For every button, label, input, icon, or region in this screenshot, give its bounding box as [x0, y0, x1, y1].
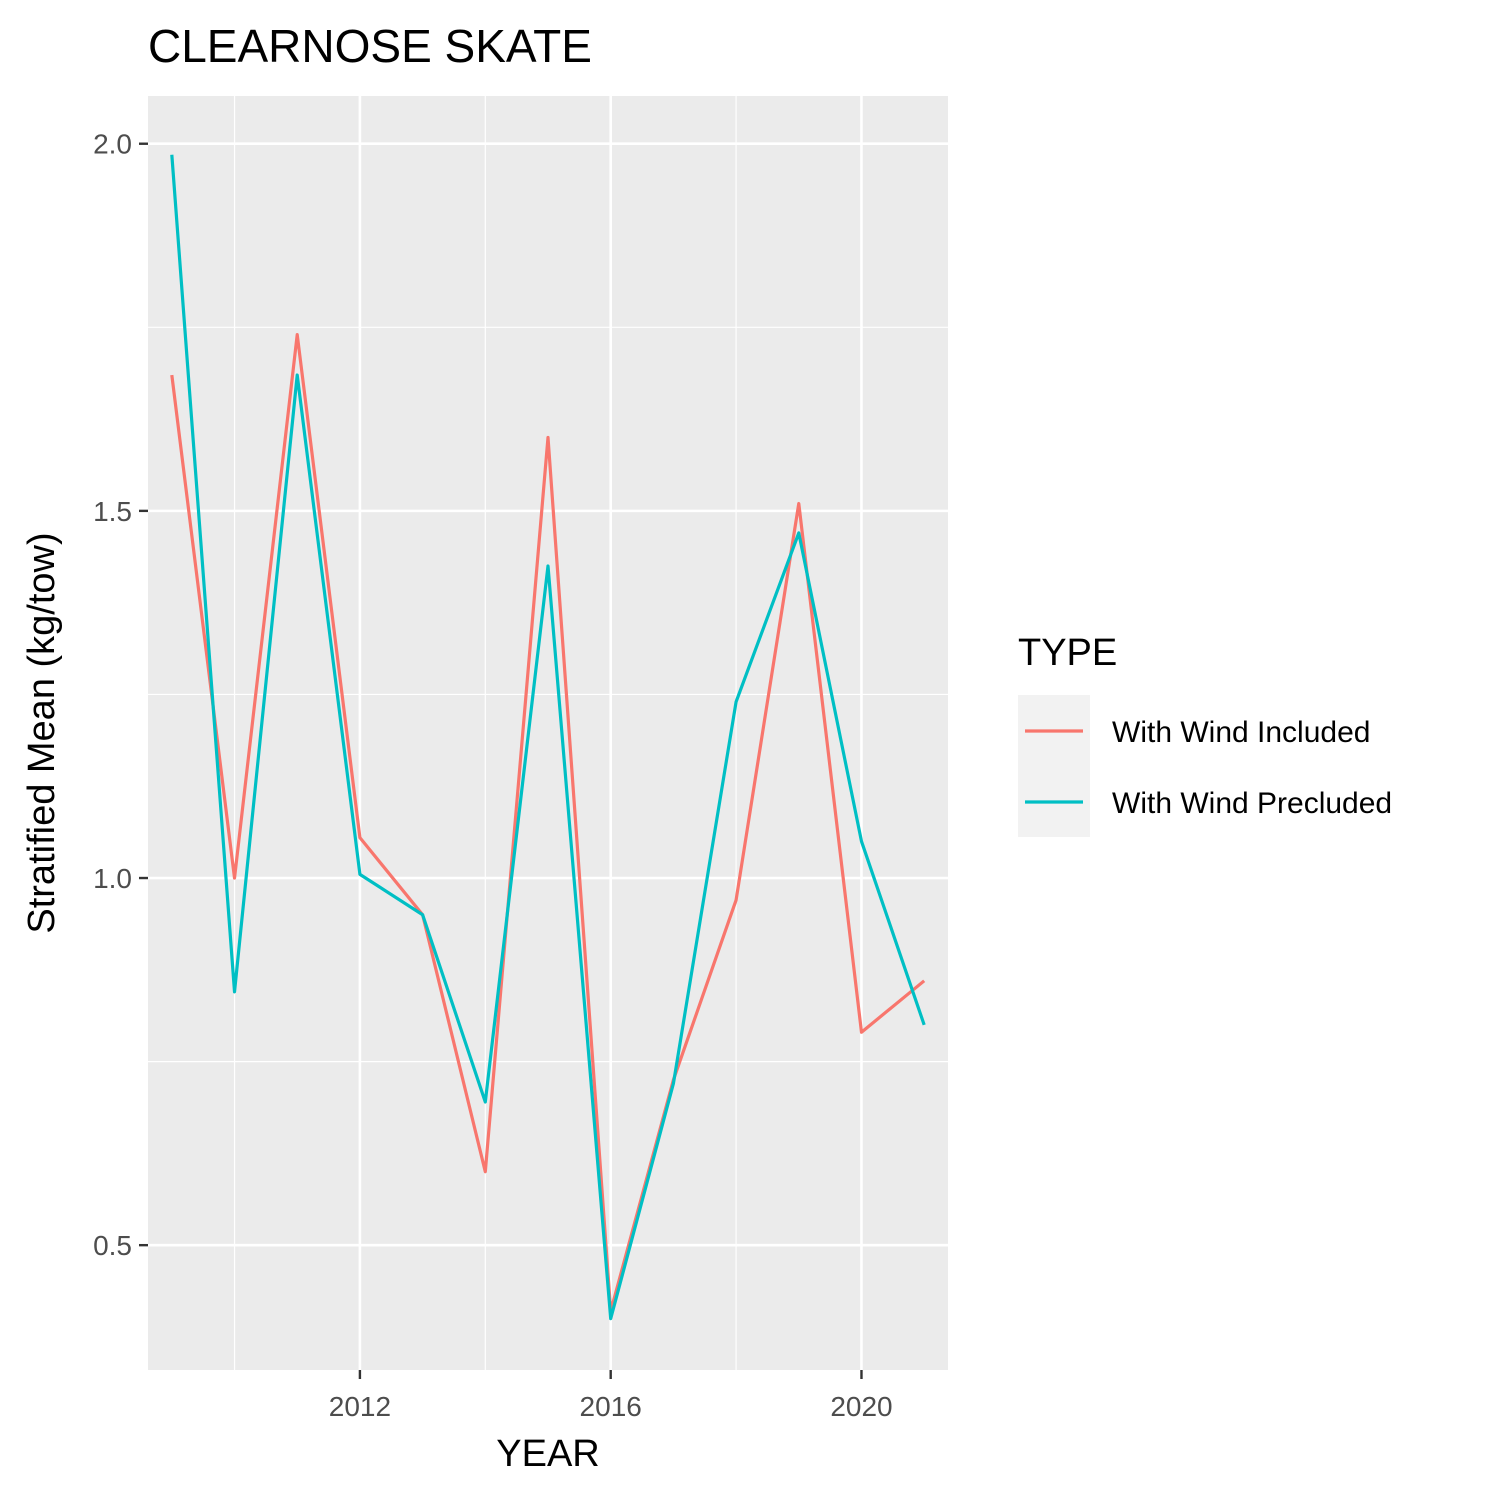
x-tick-label: 2020 [830, 1391, 892, 1422]
x-tick-label: 2012 [329, 1391, 391, 1422]
y-tick-label: 0.5 [93, 1230, 132, 1261]
grid-minor [148, 96, 948, 1370]
y-axis: 0.5 1.0 1.5 2.0 [93, 129, 148, 1261]
x-axis: 2012 2016 2020 [329, 1370, 893, 1422]
series-line-2 [170, 154, 926, 1321]
series-lines [170, 154, 926, 1321]
chart-title: CLEARNOSE SKATE [148, 20, 592, 72]
legend-keys: With Wind Included With Wind Precluded [1018, 695, 1392, 837]
series-line-1 [170, 333, 926, 1313]
legend-label-2: With Wind Precluded [1112, 787, 1392, 820]
y-tick-label: 2.0 [93, 129, 132, 160]
legend-title: TYPE [1018, 632, 1117, 674]
x-axis-title: YEAR [496, 1433, 599, 1475]
grid-major [148, 96, 948, 1370]
y-tick-label: 1.0 [93, 863, 132, 894]
y-axis-title: Stratified Mean (kg/tow) [21, 532, 63, 933]
legend-key-background [1018, 695, 1090, 837]
x-tick-label: 2016 [580, 1391, 642, 1422]
plot-panel [148, 96, 948, 1370]
y-tick-label: 1.5 [93, 496, 132, 527]
legend: TYPE With Wind Included With Wind Preclud… [1018, 632, 1392, 837]
legend-label-1: With Wind Included [1112, 716, 1370, 749]
